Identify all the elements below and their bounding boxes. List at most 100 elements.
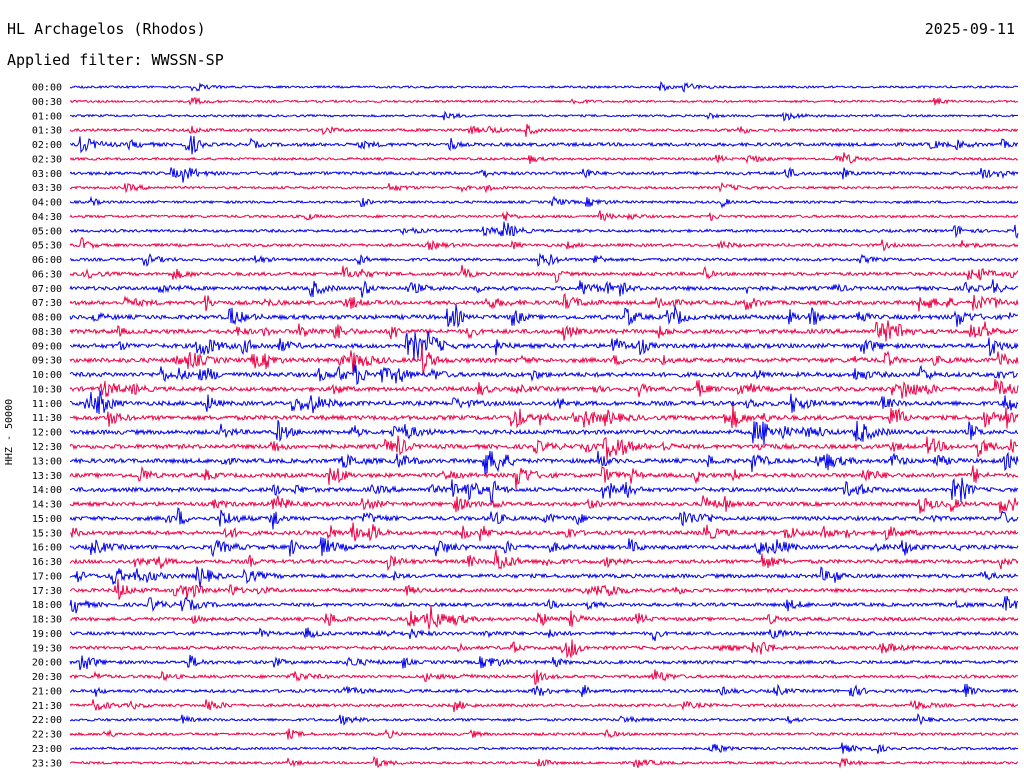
row-time-label: 02:00 xyxy=(32,140,62,151)
row-time-label: 19:00 xyxy=(32,629,62,640)
row-time-label: 12:00 xyxy=(32,428,62,439)
row-time-label: 04:30 xyxy=(32,212,62,223)
row-time-label: 01:30 xyxy=(32,126,62,137)
trace-row xyxy=(69,742,1019,754)
row-time-label: 00:00 xyxy=(32,83,62,94)
row-time-label: 08:00 xyxy=(32,313,62,324)
trace-row xyxy=(69,80,1019,93)
trace-row xyxy=(69,390,1019,415)
trace-row xyxy=(69,135,1019,155)
date-label: 2025-09-11 xyxy=(924,20,1015,38)
row-time-label: 22:30 xyxy=(32,730,62,741)
row-time-label: 00:30 xyxy=(32,97,62,108)
row-time-label: 07:30 xyxy=(32,298,62,309)
row-time-label: 23:30 xyxy=(32,758,62,769)
row-time-label: 09:00 xyxy=(32,341,62,352)
trace-row xyxy=(69,166,1019,183)
trace-row xyxy=(69,331,1019,361)
row-time-label: 10:00 xyxy=(32,370,62,381)
trace-row xyxy=(69,364,1018,386)
trace-row xyxy=(69,595,1019,614)
row-time-label: 14:30 xyxy=(32,500,62,511)
trace-row xyxy=(69,123,1019,137)
row-time-label: 16:30 xyxy=(32,557,62,568)
trace-row xyxy=(69,627,1019,642)
trace-row xyxy=(69,712,1019,726)
trace-row xyxy=(69,699,1019,713)
row-time-label: 13:30 xyxy=(32,471,62,482)
row-time-label: 15:00 xyxy=(32,514,62,525)
trace-row xyxy=(69,404,1019,429)
trace-row xyxy=(69,236,1019,252)
trace-row xyxy=(69,605,1019,630)
row-time-label: 02:30 xyxy=(32,154,62,165)
trace-row xyxy=(69,344,1019,376)
row-time-label: 21:00 xyxy=(32,686,62,697)
row-time-label: 20:00 xyxy=(32,658,62,669)
row-time-label: 06:00 xyxy=(32,255,62,266)
trace-row xyxy=(69,522,1019,542)
row-time-label: 09:30 xyxy=(32,356,62,367)
trace-row xyxy=(69,304,1019,329)
row-time-label: 03:00 xyxy=(32,169,62,180)
row-time-label: 14:00 xyxy=(32,485,62,496)
trace-row xyxy=(69,292,1019,312)
row-time-label: 05:30 xyxy=(32,241,62,252)
trace-row xyxy=(69,195,1019,209)
row-time-label: 17:00 xyxy=(32,571,62,582)
trace-row xyxy=(69,252,1019,267)
row-time-label: 11:30 xyxy=(32,413,62,424)
trace-row xyxy=(69,152,1019,165)
row-time-label: 01:00 xyxy=(32,111,62,122)
row-time-label: 18:30 xyxy=(32,615,62,626)
row-time-label: 08:30 xyxy=(32,327,62,338)
row-time-label: 16:00 xyxy=(32,543,62,554)
trace-row xyxy=(69,654,1019,671)
row-time-label: 18:00 xyxy=(32,600,62,611)
trace-row xyxy=(69,465,1019,490)
row-time-label: 10:30 xyxy=(32,384,62,395)
trace-row xyxy=(69,450,1019,475)
trace-row xyxy=(69,639,1019,659)
trace-row xyxy=(69,96,1019,106)
row-time-label: 05:00 xyxy=(32,226,62,237)
row-time-label: 19:30 xyxy=(32,643,62,654)
row-time-label: 13:00 xyxy=(32,456,62,467)
trace-row xyxy=(69,578,1019,600)
trace-row xyxy=(69,683,1019,698)
trace-row xyxy=(69,379,1019,399)
trace-row xyxy=(69,495,1019,514)
trace-row xyxy=(69,435,1019,461)
row-time-label: 11:00 xyxy=(32,399,62,410)
row-time-label: 15:30 xyxy=(32,528,62,539)
trace-row xyxy=(69,264,1019,284)
trace-row xyxy=(69,210,1019,221)
row-time-label: 04:00 xyxy=(32,198,62,209)
row-time-label: 07:00 xyxy=(32,284,62,295)
row-time-label: 06:30 xyxy=(32,269,62,280)
row-time-label: 22:00 xyxy=(32,715,62,726)
row-time-label: 17:30 xyxy=(32,586,62,597)
filter-label: Applied filter: WWSSN-SP xyxy=(7,51,224,69)
trace-row xyxy=(69,320,1019,342)
trace-row xyxy=(69,110,1019,122)
row-time-label: 23:00 xyxy=(32,744,62,755)
trace-row xyxy=(69,279,1019,298)
trace-row xyxy=(69,728,1019,740)
trace-row xyxy=(69,669,1019,685)
trace-row xyxy=(69,566,1019,588)
row-time-label: 20:30 xyxy=(32,672,62,683)
trace-row xyxy=(69,549,1019,572)
trace-row xyxy=(69,221,1019,239)
trace-row xyxy=(69,477,1019,503)
row-time-label: 03:30 xyxy=(32,183,62,194)
trace-row xyxy=(69,755,1019,769)
trace-row xyxy=(69,420,1019,446)
trace-row xyxy=(69,507,1019,530)
trace-row xyxy=(69,537,1019,558)
station-title: HL Archagelos (Rhodos) xyxy=(7,20,206,38)
trace-row xyxy=(69,181,1019,194)
row-time-label: 21:30 xyxy=(32,701,62,712)
